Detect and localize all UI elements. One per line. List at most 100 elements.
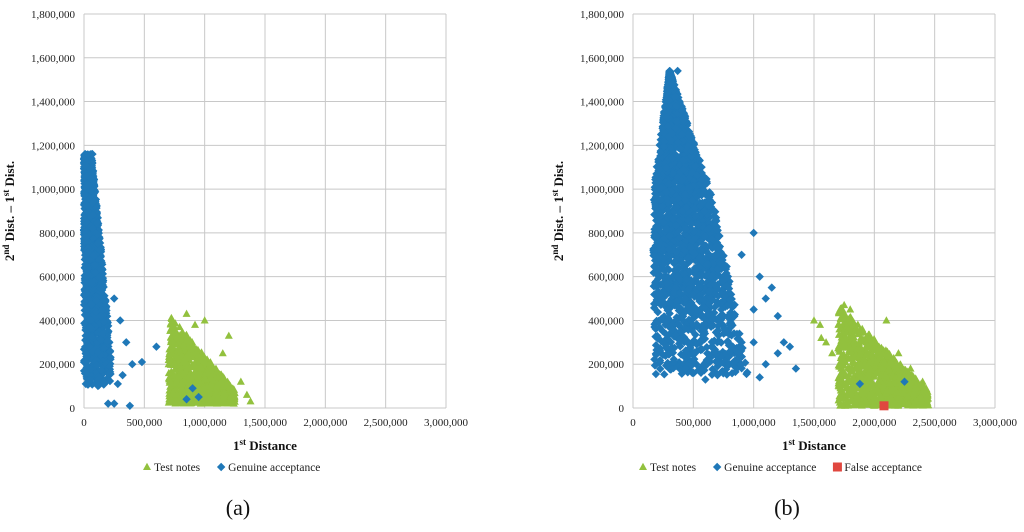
genuine-acceptance-point [93, 376, 102, 385]
data-points [79, 149, 255, 411]
test-notes-point [817, 333, 826, 341]
genuine-acceptance-point [93, 347, 103, 357]
genuine-acceptance-point [668, 237, 678, 246]
genuine-acceptance-point [675, 306, 684, 315]
genuine-acceptance-point [103, 336, 112, 346]
genuine-acceptance-point [713, 361, 722, 371]
genuine-acceptance-point [659, 281, 669, 291]
test-notes-point [906, 364, 915, 372]
genuine-acceptance-point [682, 145, 691, 155]
genuine-acceptance-point [93, 218, 102, 227]
test-notes-point [842, 328, 851, 336]
test-notes-point [218, 349, 227, 357]
test-notes-point [846, 354, 855, 362]
genuine-acceptance-point [657, 240, 666, 249]
genuine-acceptance-point [685, 317, 695, 327]
test-notes-point [874, 379, 883, 388]
test-notes-point [853, 320, 862, 328]
genuine-acceptance-point [82, 217, 91, 227]
y-axis-title: 2nd Dist. – 1st Dist. [1, 161, 17, 261]
x-tick-label: 2,500,000 [913, 417, 958, 429]
genuine-acceptance-point [658, 214, 667, 223]
test-notes-point [182, 309, 191, 317]
y-tick-label: 400,000 [588, 315, 624, 327]
test-notes-point [169, 360, 178, 369]
x-tick-label: 2,000,000 [852, 417, 897, 429]
y-tick-label: 400,000 [39, 315, 75, 327]
genuine-acceptance-point [99, 317, 108, 327]
genuine-acceptance-point [90, 358, 99, 367]
genuine-acceptance-point [88, 380, 97, 389]
test-notes-point [847, 390, 856, 398]
genuine-acceptance-point [667, 225, 677, 235]
genuine-acceptance-point [82, 200, 91, 210]
genuine-acceptance-point [88, 210, 98, 220]
test-notes-point [846, 384, 855, 392]
test-notes-point [866, 392, 875, 400]
test-notes-point [847, 365, 856, 373]
test-notes-point [184, 388, 193, 397]
test-notes-point [910, 384, 919, 392]
genuine-acceptance-point [82, 267, 92, 277]
test-notes-point [836, 391, 845, 399]
genuine-acceptance-point [88, 224, 97, 233]
test-notes-point [896, 360, 905, 368]
test-notes-point [865, 374, 874, 382]
test-notes-point [922, 395, 931, 403]
test-notes-point [897, 395, 906, 403]
test-notes-point [878, 364, 887, 372]
test-notes-point [864, 370, 873, 378]
test-notes-point [219, 382, 228, 390]
y-tick-label: 1,400,000 [580, 97, 625, 109]
genuine-acceptance-point [654, 155, 663, 164]
genuine-acceptance-point [651, 341, 661, 350]
test-notes-point [168, 342, 177, 350]
test-notes-point [883, 351, 892, 359]
genuine-acceptance-point [685, 289, 694, 299]
test-notes-point [816, 320, 825, 328]
test-notes-point [894, 400, 903, 408]
test-notes-point [871, 344, 880, 352]
test-notes-point [169, 388, 178, 396]
test-notes-point [203, 368, 212, 376]
test-notes-point [176, 392, 185, 400]
test-notes-point [862, 340, 871, 349]
test-notes-point [872, 357, 881, 366]
y-axis-title: 2nd Dist. – 1st Dist. [550, 161, 566, 261]
y-tick-label: 0 [70, 403, 76, 415]
genuine-acceptance-point [89, 196, 98, 206]
test-notes-point [212, 367, 221, 375]
test-notes-point [866, 364, 875, 372]
genuine-acceptance-point [97, 306, 107, 315]
genuine-acceptance-point [655, 323, 664, 332]
genuine-acceptance-point [657, 336, 666, 346]
test-notes-point [229, 388, 238, 396]
genuine-acceptance-point [80, 190, 89, 199]
panel-label: (a) [226, 495, 250, 520]
genuine-acceptance-point [651, 369, 661, 379]
y-tick-label: 1,000,000 [580, 184, 625, 196]
genuine-acceptance-point [91, 268, 100, 277]
test-notes-point [174, 345, 183, 353]
genuine-acceptance-point [683, 336, 692, 346]
y-tick-label: 800,000 [588, 228, 624, 240]
genuine-acceptance-point [87, 278, 97, 287]
y-tick-label: 200,000 [39, 359, 75, 371]
x-tick-label: 1,000,000 [732, 417, 777, 429]
test-notes-point [834, 320, 843, 328]
test-notes-point [174, 339, 183, 347]
genuine-acceptance-point [83, 248, 93, 257]
test-notes-point [167, 324, 176, 332]
y-tick-label: 1,000,000 [31, 184, 76, 196]
genuine-acceptance-point [721, 354, 730, 363]
genuine-acceptance-point [96, 351, 105, 360]
test-notes-point [184, 349, 193, 357]
series-genuine-acceptance [79, 149, 203, 411]
x-tick-label: 0 [630, 417, 636, 429]
test-notes-point [879, 381, 888, 389]
genuine-acceptance-point [710, 290, 720, 299]
legend-label: Genuine acceptance [228, 462, 320, 474]
x-tick-label: 3,000,000 [973, 417, 1018, 429]
genuine-acceptance-point [113, 379, 122, 389]
test-notes-point [861, 396, 870, 404]
